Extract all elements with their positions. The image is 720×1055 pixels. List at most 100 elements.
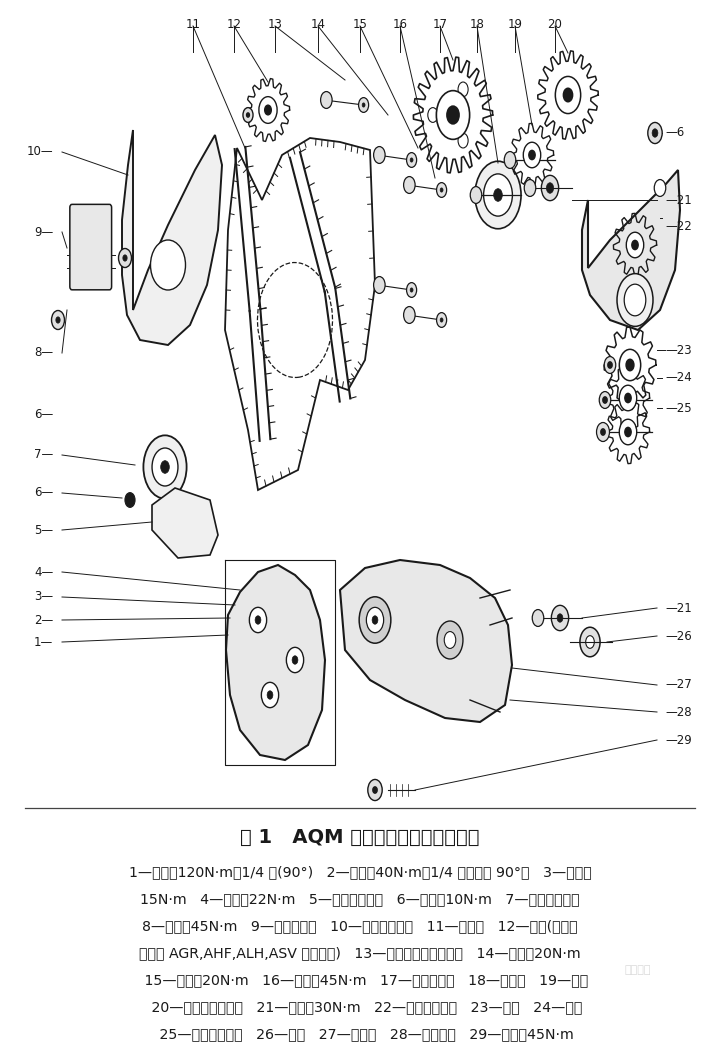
Circle shape — [603, 397, 607, 403]
Circle shape — [447, 107, 459, 123]
Text: 7—: 7— — [34, 448, 53, 461]
Circle shape — [265, 106, 271, 115]
Text: —29: —29 — [665, 733, 693, 747]
Circle shape — [407, 283, 417, 298]
Text: 3—: 3— — [35, 591, 53, 603]
Circle shape — [563, 89, 572, 101]
Circle shape — [436, 183, 446, 197]
Polygon shape — [340, 560, 512, 722]
Text: 代码为 AGR,AHF,ALH,ASV 的发动机)   13—喷油泵带轮固定螺栓   14—螺钉，20N·m: 代码为 AGR,AHF,ALH,ASV 的发动机) 13—喷油泵带轮固定螺栓 1… — [139, 946, 581, 960]
Text: 6—: 6— — [34, 486, 53, 499]
Circle shape — [404, 307, 415, 324]
Circle shape — [410, 158, 413, 162]
Circle shape — [608, 362, 612, 368]
Text: —21: —21 — [665, 193, 693, 207]
Circle shape — [585, 636, 594, 649]
Circle shape — [648, 122, 662, 143]
Text: —6: —6 — [665, 127, 685, 139]
Text: 汽修案例: 汽修案例 — [625, 965, 652, 975]
Text: 4—: 4— — [34, 565, 53, 578]
Circle shape — [125, 493, 135, 507]
Circle shape — [626, 232, 644, 257]
Text: 15: 15 — [353, 18, 367, 31]
Text: 1—: 1— — [34, 635, 53, 649]
FancyBboxPatch shape — [70, 205, 112, 290]
Text: 25—曲轴正时带轮   26—衬套   27—喷油泵   28—紧固支架   29—螺钉，45N·m: 25—曲轴正时带轮 26—衬套 27—喷油泵 28—紧固支架 29—螺钉，45N… — [146, 1027, 574, 1041]
Circle shape — [470, 187, 482, 204]
Circle shape — [626, 360, 634, 370]
Circle shape — [458, 133, 468, 148]
Text: 14: 14 — [310, 18, 325, 31]
Text: —26: —26 — [665, 630, 693, 642]
Circle shape — [580, 628, 600, 657]
Circle shape — [524, 179, 536, 196]
Circle shape — [161, 461, 169, 474]
Text: 图 1   AQM 发动机正时带单元分解图: 图 1 AQM 发动机正时带单元分解图 — [240, 827, 480, 846]
Circle shape — [362, 103, 365, 108]
Circle shape — [532, 610, 544, 627]
Circle shape — [436, 91, 469, 139]
Circle shape — [555, 76, 580, 114]
Circle shape — [654, 179, 666, 196]
Circle shape — [440, 188, 443, 192]
Text: 8—: 8— — [35, 346, 53, 360]
Circle shape — [528, 151, 535, 159]
Circle shape — [259, 97, 277, 123]
Circle shape — [601, 428, 605, 435]
Circle shape — [599, 391, 611, 408]
Circle shape — [359, 597, 391, 644]
Circle shape — [632, 241, 638, 250]
Circle shape — [373, 787, 377, 793]
Circle shape — [546, 183, 554, 193]
Text: 19: 19 — [508, 18, 523, 31]
Text: —27: —27 — [665, 678, 693, 691]
Text: 8—螺钉，45N·m   9—发动机支架   10—正时带上护盖   11—正时带   12—惰轮(仅用于: 8—螺钉，45N·m 9—发动机支架 10—正时带上护盖 11—正时带 12—惰… — [142, 919, 578, 933]
Circle shape — [152, 448, 178, 486]
Circle shape — [143, 436, 186, 499]
Polygon shape — [152, 488, 218, 558]
Text: 20: 20 — [548, 18, 562, 31]
Circle shape — [410, 288, 413, 292]
Circle shape — [652, 129, 658, 137]
Text: 12: 12 — [227, 18, 241, 31]
Circle shape — [617, 273, 653, 326]
Text: 15N·m   4—螺钉，22N·m   5—正时带下护盖   6—螺钉，10N·m   7—正时带中护盖: 15N·m 4—螺钉，22N·m 5—正时带下护盖 6—螺钉，10N·m 7—正… — [140, 891, 580, 906]
Polygon shape — [122, 130, 222, 345]
Ellipse shape — [150, 239, 186, 290]
Text: 9—: 9— — [34, 226, 53, 238]
Circle shape — [261, 683, 279, 708]
Circle shape — [267, 691, 273, 699]
Circle shape — [619, 385, 636, 410]
Circle shape — [255, 616, 261, 625]
Text: 16: 16 — [392, 18, 408, 31]
Circle shape — [292, 656, 298, 665]
Polygon shape — [226, 565, 325, 760]
Circle shape — [494, 189, 503, 202]
Circle shape — [596, 422, 609, 441]
Circle shape — [123, 255, 127, 262]
Text: 13: 13 — [268, 18, 282, 31]
Circle shape — [619, 349, 641, 381]
Text: 11: 11 — [186, 18, 200, 31]
Circle shape — [243, 108, 253, 122]
Circle shape — [249, 608, 266, 633]
Text: —21: —21 — [665, 601, 693, 614]
Text: —23: —23 — [665, 344, 692, 357]
Circle shape — [475, 161, 521, 229]
Circle shape — [625, 427, 631, 437]
Circle shape — [504, 152, 516, 169]
Circle shape — [374, 147, 385, 164]
Circle shape — [407, 153, 417, 168]
Circle shape — [428, 108, 438, 122]
Circle shape — [52, 310, 65, 329]
Circle shape — [619, 419, 636, 445]
Circle shape — [458, 82, 468, 97]
Circle shape — [436, 312, 446, 327]
Circle shape — [320, 92, 332, 109]
Text: —22: —22 — [665, 219, 693, 232]
Circle shape — [523, 142, 541, 168]
Circle shape — [368, 780, 382, 801]
Text: 20—喷油泵传动带轮   21—螺钉，30N·m   22—后正时带护盖   23—水泵   24—惰轮: 20—喷油泵传动带轮 21—螺钉，30N·m 22—后正时带护盖 23—水泵 2… — [138, 1000, 582, 1014]
Circle shape — [359, 98, 369, 113]
Circle shape — [552, 606, 569, 631]
